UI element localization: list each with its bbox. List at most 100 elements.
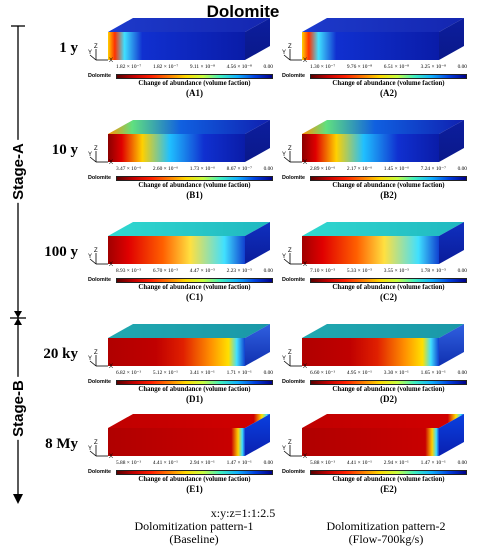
model-block: X ZY <box>282 18 464 64</box>
colorbar-tick-label: 4.41 × 10⁻¹ <box>152 460 178 466</box>
panel-label: (E1) <box>186 484 203 494</box>
colorbar-gradient <box>116 175 273 181</box>
colorbar: 2.89 × 10⁻⁶ 2.17 × 10⁻⁶ 1.45 × 10⁻⁶ 7.24 × … <box>282 166 467 200</box>
axis-triad <box>283 151 302 163</box>
axis-x-label: X <box>303 160 307 166</box>
model-top-face <box>302 324 464 338</box>
panel-label: (D1) <box>186 394 203 404</box>
axis-z-label: Z <box>288 146 292 152</box>
axis-z-label: Z <box>94 44 98 50</box>
colorbar-tick-label: 0.00 <box>457 166 467 172</box>
time-label-10y: 10 y <box>51 142 78 158</box>
model-block: X ZY <box>88 222 270 268</box>
colorbar-tick-label: 4.47 × 10⁻⁵ <box>189 268 216 274</box>
colorbar-name: Dolomite <box>88 469 112 475</box>
colorbar: 7.10 × 10⁻⁵ 5.33 × 10⁻⁵ 3.55 × 10⁻⁵ 1.78 × … <box>282 268 467 302</box>
colorbar-name: Dolomite <box>282 175 306 181</box>
panel-label: (D2) <box>380 394 397 404</box>
model-side-face <box>439 414 464 456</box>
panel-label: (C1) <box>186 292 203 302</box>
colorbar-tick-label: 9.11 × 10⁻⁸ <box>189 64 215 70</box>
model-top-face <box>108 120 270 134</box>
colorbar-name: Dolomite <box>88 73 112 79</box>
colorbar-tick-label: 0.00 <box>263 370 273 376</box>
colorbar-tick-label: 7.10 × 10⁻⁵ <box>310 268 336 274</box>
axis-z-label: Z <box>288 44 292 50</box>
axis-y-label: Y <box>88 446 92 452</box>
colorbar-tick-label: 4.41 × 10⁻¹ <box>346 460 372 466</box>
colorbar-tick-label: 2.94 × 10⁻¹ <box>189 460 215 466</box>
colorbar-tick-label: 1.30 × 10⁻⁷ <box>310 64 336 70</box>
model-block: X ZY <box>88 414 270 460</box>
colorbar-name: Dolomite <box>88 175 112 181</box>
colorbar-tick-label: 0.00 <box>457 268 467 274</box>
model-block: X ZY <box>88 120 270 166</box>
colorbar-tick-labels: 1.82 × 10⁻⁷ 1.82 × 10⁻⁷ 9.11 × 10⁻⁸ 4.56 × … <box>116 64 273 73</box>
colorbar-gradient <box>310 469 467 475</box>
colorbar-tick-label: 1.65 × 10⁻¹ <box>420 370 446 376</box>
axis-x-label: X <box>109 364 113 370</box>
panel-e2: X Z Y 5.88 × 10⁻¹ 4.41 × 10⁻¹ 2.94 × 10⁻¹ 1.47… <box>282 398 467 500</box>
panel-a1: X Z Y 1.82 × 10⁻⁷ 1.82 × 10⁻⁷ 9.11 × 10⁻⁸ 4.56… <box>88 2 273 104</box>
panel-label: (A1) <box>186 88 203 98</box>
colorbar-tick-label: 5.88 × 10⁻¹ <box>116 460 142 466</box>
colorbar-tick-label: 6.51 × 10⁻⁸ <box>383 64 410 70</box>
timeline-arrow <box>10 25 26 504</box>
panel-c1: X Z Y 8.93 × 10⁻⁵ 6.70 × 10⁻⁵ 4.47 × 10⁻⁵ 2.23… <box>88 206 273 308</box>
axis-x-label: X <box>303 364 307 370</box>
model-front-face <box>108 236 245 264</box>
colorbar-tick-labels: 8.93 × 10⁻⁵ 6.70 × 10⁻⁵ 4.47 × 10⁻⁵ 2.23 × … <box>116 268 273 277</box>
colorbar-caption: Change of abundance (volume faction) <box>332 476 445 483</box>
colorbar-tick-label: 6.60 × 10⁻¹ <box>310 370 336 376</box>
colorbar-tick-label: 1.82 × 10⁻⁷ <box>116 64 142 70</box>
colorbar-name: Dolomite <box>88 277 112 283</box>
colorbar-caption: Change of abundance (volume faction) <box>332 80 445 87</box>
model-block: X ZY <box>88 18 270 64</box>
colorbar: 6.60 × 10⁻¹ 4.95 × 10⁻¹ 3.30 × 10⁻¹ 1.65 × … <box>282 370 467 404</box>
colorbar-tick-label: 2.89 × 10⁻⁶ <box>310 166 336 172</box>
model-side-face <box>245 120 270 162</box>
colorbar-gradient <box>116 379 273 385</box>
model-side-face <box>439 222 464 264</box>
colorbar-gradient <box>310 73 467 79</box>
colorbar-tick-label: 0.00 <box>263 460 273 466</box>
axis-x-label: X <box>303 262 307 268</box>
colorbar-tick-label: 3.30 × 10⁻¹ <box>383 370 409 376</box>
model-front-face <box>302 236 439 264</box>
pattern-2-title: Dolomitization pattern-2 <box>326 519 446 533</box>
axis-z-label: Z <box>288 440 292 446</box>
model-block: X ZY <box>282 414 464 460</box>
colorbar-caption: Change of abundance (volume faction) <box>138 284 251 291</box>
axis-triad <box>283 355 302 367</box>
colorbar-tick-label: 1.45 × 10⁻⁶ <box>383 166 410 172</box>
pattern-1-caption: Dolomitization pattern-1 (Baseline) <box>94 520 294 546</box>
colorbar-tick-label: 5.33 × 10⁻⁵ <box>346 268 373 274</box>
colorbar-gradient <box>116 277 273 283</box>
axis-y-label: Y <box>282 446 286 452</box>
colorbar-name: Dolomite <box>282 379 306 385</box>
colorbar-tick-label: 6.82 × 10⁻¹ <box>116 370 142 376</box>
model-front-face <box>108 134 245 162</box>
colorbar-tick-label: 9.76 × 10⁻⁸ <box>346 64 373 70</box>
colorbar-tick-labels: 6.82 × 10⁻¹ 5.12 × 10⁻¹ 3.41 × 10⁻¹ 1.71 × … <box>116 370 273 379</box>
axis-triad <box>89 49 108 61</box>
axis-triad <box>283 49 302 61</box>
colorbar: 5.88 × 10⁻¹ 4.41 × 10⁻¹ 2.94 × 10⁻¹ 1.47 × … <box>88 460 273 494</box>
colorbar-tick-labels: 5.88 × 10⁻¹ 4.41 × 10⁻¹ 2.94 × 10⁻¹ 1.47 × … <box>310 460 467 469</box>
colorbar-tick-labels: 2.89 × 10⁻⁶ 2.17 × 10⁻⁶ 1.45 × 10⁻⁶ 7.24 × … <box>310 166 467 175</box>
time-label-20ky: 20 ky <box>43 346 78 362</box>
model-top-face <box>302 18 464 32</box>
axis-triad <box>89 445 108 457</box>
panel-label: (E2) <box>380 484 397 494</box>
model-front-face <box>302 134 439 162</box>
colorbar-tick-label: 0.00 <box>457 370 467 376</box>
colorbar-caption: Change of abundance (volume faction) <box>332 284 445 291</box>
panel-e1: X Z Y 5.88 × 10⁻¹ 4.41 × 10⁻¹ 2.94 × 10⁻¹ 1.47… <box>88 398 273 500</box>
colorbar-tick-label: 0.00 <box>457 64 467 70</box>
model-block: X ZY <box>282 324 464 370</box>
model-top-face <box>108 18 270 32</box>
colorbar-tick-label: 1.73 × 10⁻⁶ <box>189 166 216 172</box>
model-side-face <box>439 120 464 162</box>
axis-y-label: Y <box>88 152 92 158</box>
model-front-face <box>108 428 245 456</box>
